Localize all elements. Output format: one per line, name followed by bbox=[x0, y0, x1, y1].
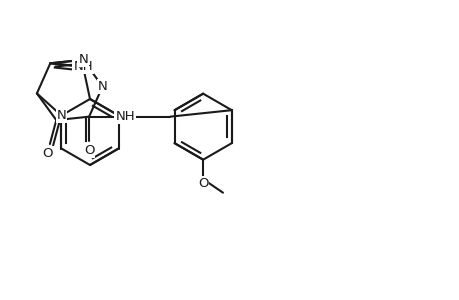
Text: N: N bbox=[78, 53, 88, 66]
Text: NH: NH bbox=[115, 110, 134, 123]
Text: NH: NH bbox=[73, 60, 93, 73]
Text: O: O bbox=[197, 177, 208, 190]
Text: O: O bbox=[43, 146, 53, 160]
Text: O: O bbox=[84, 144, 94, 157]
Text: N: N bbox=[56, 109, 66, 122]
Text: N: N bbox=[97, 80, 107, 93]
